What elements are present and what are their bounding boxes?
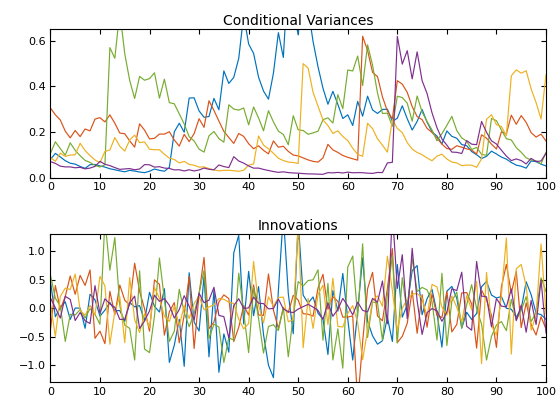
Title: Conditional Variances: Conditional Variances [223, 14, 374, 28]
Title: Innovations: Innovations [258, 219, 338, 233]
